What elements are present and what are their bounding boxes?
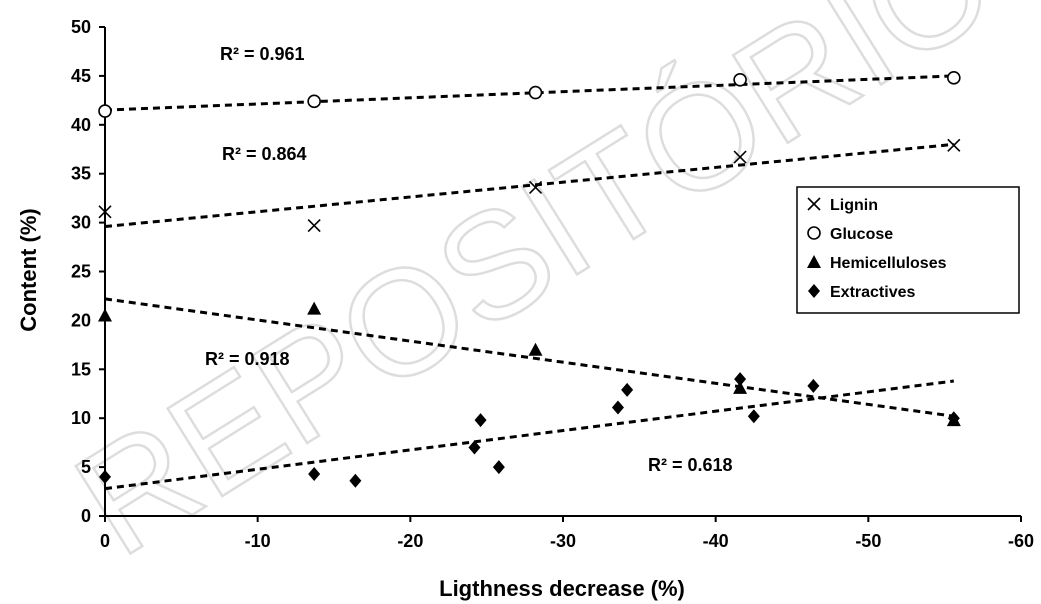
y-tick-label: 35 xyxy=(71,164,91,184)
point-glucose xyxy=(528,85,543,100)
r2-label-glucose: R² = 0.961 xyxy=(220,44,305,64)
x-tick-label: -40 xyxy=(703,531,729,551)
point-extractives xyxy=(99,469,111,484)
y-tick-label: 20 xyxy=(71,310,91,330)
y-axis-title: Content (%) xyxy=(16,208,41,331)
point-lignin-stroke xyxy=(733,150,747,164)
point-lignin-stroke xyxy=(947,138,961,152)
y-tick-label: 40 xyxy=(71,115,91,135)
y-tick-label: 30 xyxy=(71,213,91,233)
point-lignin-stroke xyxy=(98,205,112,219)
y-tick-label: 45 xyxy=(71,66,91,86)
y-tick-label: 0 xyxy=(81,506,91,526)
point-extractives xyxy=(807,378,820,393)
legend-box xyxy=(796,186,1020,314)
point-lignin xyxy=(528,180,543,194)
point-extractives xyxy=(492,460,505,475)
trendline-hemicelluloses xyxy=(104,297,955,418)
point-extractives xyxy=(734,372,747,387)
legend-marker-extractives xyxy=(808,284,820,298)
point-extractives xyxy=(611,400,624,415)
point-extractives xyxy=(747,409,760,424)
point-glucose xyxy=(947,71,961,85)
point-extractives xyxy=(468,440,481,455)
legend: Lignin Glucose Hemicelluloses Extractives xyxy=(796,186,1020,314)
legend-marker-glucose xyxy=(807,226,821,240)
point-lignin xyxy=(947,138,961,152)
point-lignin xyxy=(98,205,112,219)
point-glucose xyxy=(307,94,321,109)
legend-marker-lignin xyxy=(807,197,821,211)
legend-label-lignin: Lignin xyxy=(830,197,878,214)
y-tick-label: 10 xyxy=(71,408,91,428)
x-tick-label: -60 xyxy=(1008,531,1034,551)
legend-label-glucose: Glucose xyxy=(830,226,893,243)
point-hemicelluloses xyxy=(528,342,543,356)
x-tick-label: -10 xyxy=(245,531,271,551)
point-lignin-stroke xyxy=(528,180,543,194)
r2-label-extractives: R² = 0.618 xyxy=(648,455,733,475)
r2-label-hemicelluloses: R² = 0.918 xyxy=(205,349,290,369)
x-tick-label: -20 xyxy=(397,531,423,551)
point-extractives xyxy=(621,382,634,397)
point-extractives xyxy=(474,413,487,428)
trendline-lignin xyxy=(104,142,954,229)
legend-marker-lignin-stroke xyxy=(807,197,821,211)
x-tick-label: -50 xyxy=(855,531,881,551)
y-tick-label: 15 xyxy=(71,359,91,379)
point-glucose xyxy=(733,73,747,87)
point-extractives xyxy=(947,411,960,426)
point-extractives xyxy=(349,473,362,488)
point-hemicelluloses xyxy=(98,308,112,322)
y-tick-label: 25 xyxy=(71,262,91,282)
point-extractives xyxy=(308,466,321,481)
point-lignin xyxy=(733,150,747,164)
point-hemicelluloses xyxy=(733,380,748,394)
plot-area: 0 5 10 15 20 25 30 35 40 45 50 0 -10 -20 -30 -40 -50 -60 R… xyxy=(71,17,1034,551)
point-lignin xyxy=(307,218,321,233)
x-tick-label: 0 xyxy=(100,531,110,551)
legend-marker-hemicelluloses xyxy=(807,255,821,268)
point-lignin-stroke xyxy=(307,218,321,233)
point-hemicelluloses xyxy=(307,301,322,315)
y-tick-label: 50 xyxy=(71,17,91,37)
r2-label-lignin: R² = 0.864 xyxy=(222,144,307,164)
point-glucose xyxy=(98,104,112,118)
x-tick-label: -30 xyxy=(550,531,576,551)
trendline-extractives xyxy=(104,379,955,491)
y-tick-label: 5 xyxy=(81,457,91,477)
x-axis-title: Ligthness decrease (%) xyxy=(439,576,685,601)
legend-label-extractives: Extractives xyxy=(830,284,915,301)
legend-label-hemicelluloses: Hemicelluloses xyxy=(830,255,947,272)
